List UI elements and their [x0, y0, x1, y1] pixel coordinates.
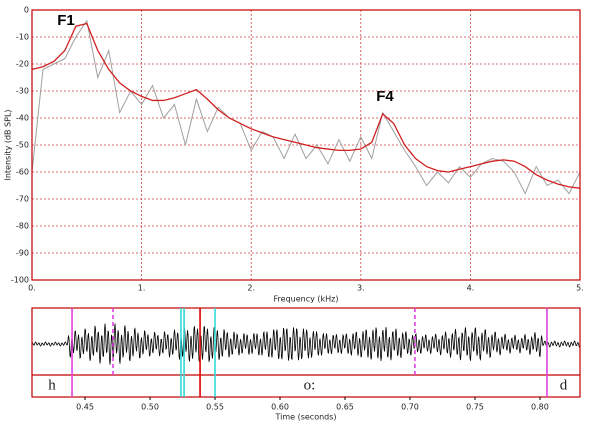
x-tick-label: 5. [576, 284, 584, 293]
x-tick-label: 0.55 [206, 403, 224, 412]
y-tick-label: -80 [16, 222, 29, 231]
y-tick-label: -10 [16, 33, 29, 42]
x-tick-label: 0.45 [76, 403, 94, 412]
y-tick-label: -30 [16, 87, 29, 96]
segment-label: h [48, 377, 56, 393]
annotation: F1 [57, 12, 75, 29]
y-tick-label: -100 [11, 276, 29, 285]
y-tick-label: 0 [24, 6, 29, 15]
waveform-border [31, 307, 581, 398]
series-line [31, 22, 581, 189]
segment-label: o: [304, 377, 316, 393]
x-tick-label: 0.70 [401, 403, 419, 412]
y-tick-label: -70 [16, 195, 29, 204]
x-tick-label: 1. [138, 284, 146, 293]
x-tick-label: 4. [467, 284, 475, 293]
annotation: F4 [376, 88, 394, 105]
series-line [31, 19, 581, 195]
x-axis-label: Frequency (kHz) [274, 295, 339, 304]
y-tick-label: -50 [16, 141, 29, 150]
y-tick-label: -90 [16, 249, 29, 258]
x-tick-label: 3. [357, 284, 365, 293]
x-tick-label: 2. [247, 284, 255, 293]
y-axis-label: Intensity (dB SPL) [4, 109, 13, 180]
x-tick-label: 0.65 [336, 403, 354, 412]
x-axis-label: Time (seconds) [274, 413, 336, 422]
x-tick-label: 0.60 [271, 403, 289, 412]
x-tick-label: 0. [28, 284, 36, 293]
x-tick-label: 0.50 [141, 403, 159, 412]
waveform [31, 323, 581, 365]
segment-label: d [560, 377, 568, 393]
y-tick-label: -20 [16, 60, 29, 69]
y-tick-label: -40 [16, 114, 29, 123]
x-tick-label: 0.75 [466, 403, 484, 412]
plot-border [31, 9, 581, 281]
y-tick-label: -60 [16, 168, 29, 177]
x-tick-label: 0.80 [531, 403, 549, 412]
